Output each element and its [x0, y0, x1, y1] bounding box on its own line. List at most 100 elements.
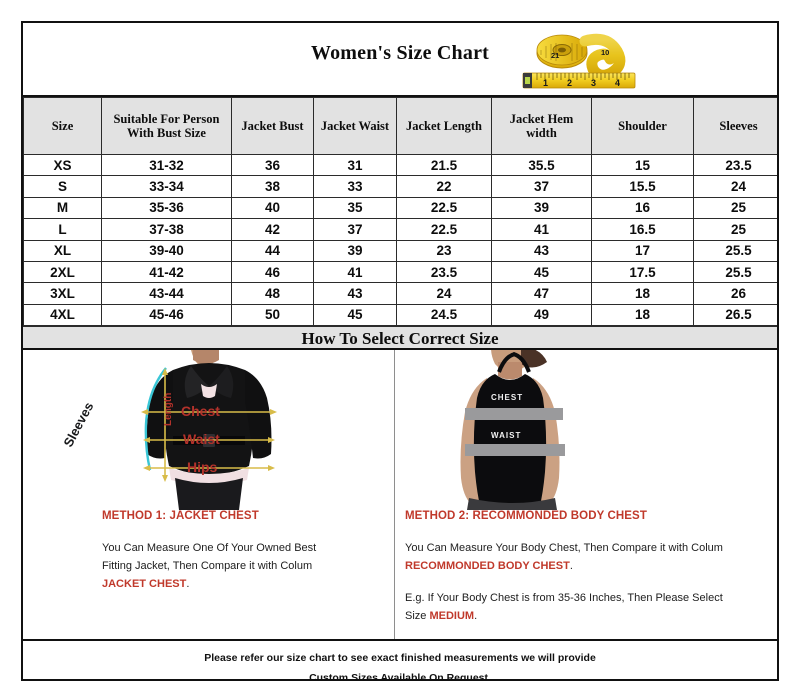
- cell-sleeves: 24: [693, 175, 777, 198]
- cell-size: M: [23, 196, 102, 220]
- method-1-body-text: You Can Measure One Of Your Owned Best F…: [102, 542, 317, 572]
- cell-jacket-bust: 46: [231, 260, 314, 284]
- column-header-jacket-waist: Jacket Waist: [313, 97, 397, 155]
- method-1-body-tail: .: [186, 577, 190, 590]
- cell-sleeves: 26.5: [693, 303, 777, 327]
- cell-jacket-hem-width: 49: [491, 303, 592, 327]
- cell-jacket-length: 22.5: [396, 196, 492, 220]
- cell-bust-size: 41-42: [101, 260, 232, 284]
- method-1-heading: METHOD 1: JACKET CHEST: [102, 510, 259, 523]
- jacket-figure: Sleeves Length Chest Waist Hips: [23, 350, 394, 511]
- svg-text:3: 3: [591, 78, 596, 88]
- cell-jacket-waist: 43: [313, 282, 397, 305]
- cell-shoulder: 16: [591, 196, 694, 220]
- footer-line-1: Please refer our size chart to see exact…: [204, 652, 596, 665]
- label-length: Length: [163, 393, 174, 426]
- cell-jacket-bust: 40: [231, 196, 314, 220]
- cell-jacket-bust: 48: [231, 282, 314, 305]
- column-header-size: Size: [23, 97, 102, 155]
- table-row: 4XL 45-46 50 45 24.5 49 18 26.5: [23, 303, 777, 327]
- table-header-row: Size Suitable For Person With Bust Size …: [23, 97, 777, 155]
- label-chest: Chest: [181, 403, 220, 419]
- cell-jacket-length: 23: [396, 239, 492, 262]
- body-figure: CHEST WAIST: [395, 350, 777, 511]
- cell-size: XL: [23, 239, 102, 262]
- cell-shoulder: 17.5: [591, 260, 694, 284]
- cell-jacket-waist: 35: [313, 196, 397, 220]
- table-row: XL 39-40 44 39 23 43 17 25.5: [23, 239, 777, 262]
- cell-sleeves: 25: [693, 196, 777, 220]
- method-2-body: You Can Measure Your Body Chest, Then Co…: [405, 540, 735, 576]
- svg-text:1: 1: [543, 78, 548, 88]
- svg-text:10: 10: [601, 48, 609, 57]
- cell-jacket-waist: 33: [313, 175, 397, 198]
- method-1-body: You Can Measure One Of Your Owned Best F…: [102, 540, 342, 593]
- cell-shoulder: 15.5: [591, 175, 694, 198]
- cell-jacket-bust: 36: [231, 153, 314, 177]
- cell-jacket-hem-width: 35.5: [491, 153, 592, 177]
- footer-notes: Please refer our size chart to see exact…: [23, 641, 777, 681]
- cell-jacket-bust: 42: [231, 218, 314, 241]
- footer-line-2: Custom Sizes Available On Request.: [309, 671, 491, 681]
- cell-jacket-waist: 41: [313, 260, 397, 284]
- column-header-jacket-hem-width: Jacket Hem width: [491, 97, 592, 155]
- cell-sleeves: 26: [693, 282, 777, 305]
- cell-jacket-bust: 38: [231, 175, 314, 198]
- cell-size: 3XL: [23, 282, 102, 305]
- tape-measure-icon: 1 2 3 4 21 10: [515, 25, 641, 95]
- cell-jacket-waist: 31: [313, 153, 397, 177]
- cell-sleeves: 25.5: [693, 260, 777, 284]
- cell-sleeves: 25: [693, 218, 777, 241]
- methods-area: Sleeves Length Chest Waist Hips METHOD 1…: [23, 350, 777, 642]
- cell-jacket-waist: 37: [313, 218, 397, 241]
- cell-jacket-length: 21.5: [396, 153, 492, 177]
- cell-bust-size: 39-40: [101, 239, 232, 262]
- cell-bust-size: 43-44: [101, 282, 232, 305]
- cell-jacket-hem-width: 45: [491, 260, 592, 284]
- cell-shoulder: 18: [591, 282, 694, 305]
- column-header-jacket-bust: Jacket Bust: [231, 97, 314, 155]
- cell-size: S: [23, 175, 102, 198]
- cell-jacket-hem-width: 47: [491, 282, 592, 305]
- cell-jacket-waist: 39: [313, 239, 397, 262]
- title-band: Women's Size Chart: [23, 23, 777, 97]
- table-row: XS 31-32 36 31 21.5 35.5 15 23.5: [23, 153, 777, 177]
- table-row: L 37-38 42 37 22.5 41 16.5 25: [23, 218, 777, 241]
- table-row: S 33-34 38 33 22 37 15.5 24: [23, 175, 777, 198]
- column-header-jacket-length: Jacket Length: [396, 97, 492, 155]
- cell-jacket-length: 24.5: [396, 303, 492, 327]
- cell-bust-size: 45-46: [101, 303, 232, 327]
- label-waist: Waist: [183, 431, 220, 447]
- cell-bust-size: 37-38: [101, 218, 232, 241]
- cell-jacket-hem-width: 41: [491, 218, 592, 241]
- cell-jacket-length: 22: [396, 175, 492, 198]
- cell-shoulder: 18: [591, 303, 694, 327]
- svg-text:21: 21: [551, 51, 559, 60]
- svg-text:2: 2: [567, 78, 572, 88]
- size-table: Size Suitable For Person With Bust Size …: [23, 97, 777, 327]
- column-header-bust-size: Suitable For Person With Bust Size: [101, 97, 232, 155]
- cell-sleeves: 25.5: [693, 239, 777, 262]
- label-hips: Hips: [187, 459, 218, 475]
- table-row: M 35-36 40 35 22.5 39 16 25: [23, 196, 777, 220]
- method-1-column: Sleeves Length Chest Waist Hips METHOD 1…: [23, 350, 395, 640]
- label-body-chest: CHEST: [491, 393, 523, 402]
- cell-size: 2XL: [23, 260, 102, 284]
- method-2-example-text: E.g. If Your Body Chest is from 35-36 In…: [405, 592, 723, 622]
- cell-shoulder: 17: [591, 239, 694, 262]
- method-1-body-highlight: JACKET CHEST: [102, 577, 187, 590]
- cell-jacket-hem-width: 43: [491, 239, 592, 262]
- table-row: 3XL 43-44 48 43 24 47 18 26: [23, 282, 777, 305]
- cell-jacket-length: 24: [396, 282, 492, 305]
- page-title: Women's Size Chart: [310, 42, 490, 64]
- cell-sleeves: 23.5: [693, 153, 777, 177]
- cell-jacket-length: 23.5: [396, 260, 492, 284]
- table-row: 2XL 41-42 46 41 23.5 45 17.5 25.5: [23, 260, 777, 284]
- label-body-waist: WAIST: [491, 431, 521, 440]
- size-chart-frame: Women's Size Chart: [21, 21, 779, 681]
- method-2-example-highlight: MEDIUM: [429, 609, 475, 622]
- svg-text:4: 4: [615, 78, 620, 88]
- method-2-example: E.g. If Your Body Chest is from 35-36 In…: [405, 590, 735, 626]
- method-2-body-highlight: RECOMMONDED BODY CHEST: [405, 559, 570, 572]
- cell-jacket-hem-width: 39: [491, 196, 592, 220]
